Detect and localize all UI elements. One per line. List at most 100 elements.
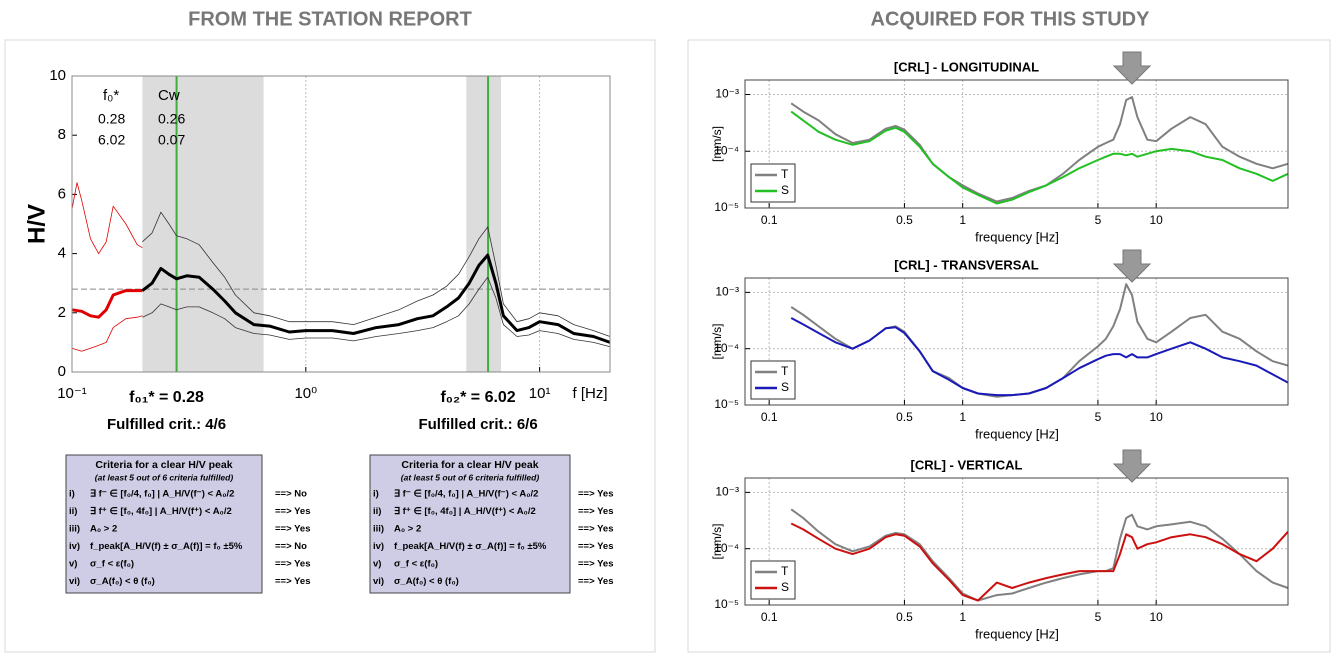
legend-label: S [781, 580, 789, 594]
table-header: Cw [158, 87, 180, 104]
x-tick-label: 10 [1149, 410, 1163, 424]
panel-header: FROM THE STATION REPORT [188, 8, 472, 30]
criteria-subtitle: (at least 5 out of 6 criteria fulfilled) [401, 472, 540, 482]
table-cell: 0.07 [158, 132, 185, 148]
criteria-text: σ_A(f₀) < θ (f₀) [394, 576, 459, 587]
legend-box [750, 560, 796, 600]
arrow-marker [1112, 51, 1152, 85]
criteria-result: ==> Yes [578, 541, 614, 552]
criteria-text: f_peak[A_H/V(f) ± σ_A(f)] = f₀ ±5% [394, 541, 547, 552]
criteria-result: ==> No [275, 489, 307, 500]
table-cell: 0.28 [98, 111, 125, 127]
criteria-title: Criteria for a clear H/V peak [95, 459, 232, 471]
y-tick-label: 10⁻⁵ [714, 597, 739, 611]
criteria-text: ∃ f⁺ ∈ [f₀, 4f₀] | A_H/V(f⁺) < A₀/2 [90, 506, 232, 517]
y-tick-label: 10⁻⁴ [714, 341, 739, 355]
legend-box [750, 360, 796, 400]
criteria-text: ∃ f⁻ ∈ [f₀/4, f₀] | A_H/V(f⁻) < A₀/2 [90, 489, 234, 500]
criteria-result: ==> Yes [275, 559, 311, 570]
x-tick-label: 0.5 [896, 610, 913, 624]
plot-frame [744, 79, 1289, 209]
x-tick-label: 1 [959, 213, 966, 227]
y-tick-label: 10⁻⁴ [714, 541, 739, 555]
series-line [142, 211, 611, 337]
left-panel [4, 39, 656, 653]
criteria-title: Criteria for a clear H/V peak [401, 459, 538, 471]
x-axis-label: f [Hz] [572, 385, 607, 402]
peak-label: f₀₂* = 6.02 [440, 389, 515, 406]
criteria-number: iv) [373, 541, 384, 552]
criteria-result: ==> Yes [275, 506, 311, 517]
peak-criteria: Fulfilled crit.: 4/6 [107, 416, 226, 433]
criteria-subtitle: (at least 5 out of 6 criteria fulfilled) [95, 472, 234, 482]
y-tick-label: 10 [49, 67, 66, 84]
criteria-result: ==> No [275, 541, 307, 552]
plot-frame [71, 75, 611, 373]
plot-frame [744, 477, 1289, 606]
criteria-result: ==> Yes [578, 576, 614, 587]
criteria-result: ==> Yes [578, 559, 614, 570]
table-header: f₀* [103, 87, 119, 104]
criteria-number: vi) [69, 576, 80, 587]
criteria-box [369, 454, 571, 594]
x-tick-label: 1 [959, 410, 966, 424]
y-tick-label: 10⁻⁵ [714, 397, 739, 411]
chart-title: [CRL] - VERTICAL [911, 457, 1023, 472]
criteria-number: vi) [373, 576, 384, 587]
legend-label: T [781, 564, 789, 578]
x-tick-label: 5 [1095, 610, 1102, 624]
y-tick-label: 8 [58, 126, 66, 143]
y-axis-label: H/V [23, 204, 50, 244]
legend-label: S [781, 380, 789, 394]
criteria-text: A₀ > 2 [90, 524, 117, 535]
x-tick-label: 10 [1149, 213, 1163, 227]
x-tick-label: 0.1 [761, 610, 778, 624]
y-axis-label: [mm/s] [710, 126, 724, 162]
criteria-result: ==> Yes [578, 524, 614, 535]
series-line [790, 317, 1289, 397]
criteria-number: iii) [69, 524, 80, 535]
series-line [71, 315, 143, 352]
y-tick-label: 10⁻⁴ [714, 143, 739, 157]
legend-box [750, 163, 796, 203]
y-tick-label: 6 [58, 185, 66, 202]
peak-label: f₀₁* = 0.28 [129, 389, 204, 406]
y-tick-label: 10⁻³ [715, 87, 739, 101]
series-line [141, 253, 611, 344]
criteria-result: ==> Yes [275, 524, 311, 535]
right-panel [687, 39, 1331, 653]
y-axis-label: [mm/s] [710, 324, 724, 360]
criteria-number: ii) [373, 506, 381, 517]
criteria-result: ==> Yes [578, 489, 614, 500]
criteria-text: A₀ > 2 [394, 524, 421, 535]
x-tick-label: 5 [1095, 213, 1102, 227]
x-tick-label: 10⁻¹ [57, 385, 87, 402]
criteria-number: ii) [69, 506, 77, 517]
y-tick-label: 4 [58, 245, 66, 262]
criteria-result: ==> Yes [578, 506, 614, 517]
chart-title: [CRL] - LONGITUDINAL [894, 59, 1039, 74]
criteria-text: σ_A(f₀) < θ (f₀) [90, 576, 155, 587]
plot-frame [744, 277, 1289, 406]
criteria-number: v) [373, 559, 381, 570]
criteria-text: σ_f < ε(f₀) [394, 559, 438, 570]
series-line [71, 289, 143, 319]
criteria-number: iii) [373, 524, 384, 535]
peak-criteria: Fulfilled crit.: 6/6 [418, 416, 537, 433]
x-tick-label: 10 [1149, 610, 1163, 624]
x-axis-label: frequency [Hz] [975, 426, 1059, 441]
chart-title: [CRL] - TRANSVERSAL [894, 257, 1038, 272]
criteria-box [65, 454, 263, 594]
x-tick-label: 5 [1095, 410, 1102, 424]
series-line [790, 283, 1289, 398]
criteria-text: σ_f < ε(f₀) [90, 559, 134, 570]
criteria-text: ∃ f⁺ ∈ [f₀, 4f₀] | A_H/V(f⁺) < A₀/2 [394, 506, 536, 517]
x-tick-label: 0.1 [761, 213, 778, 227]
arrow-marker [1112, 249, 1152, 283]
criteria-text: f_peak[A_H/V(f) ± σ_A(f)] = f₀ ±5% [90, 541, 243, 552]
criteria-text: ∃ f⁻ ∈ [f₀/4, f₀] | A_H/V(f⁻) < A₀/2 [394, 489, 538, 500]
legend-label: T [781, 167, 789, 181]
criteria-number: i) [69, 489, 75, 500]
panel-header: ACQUIRED FOR THIS STUDY [871, 8, 1151, 30]
